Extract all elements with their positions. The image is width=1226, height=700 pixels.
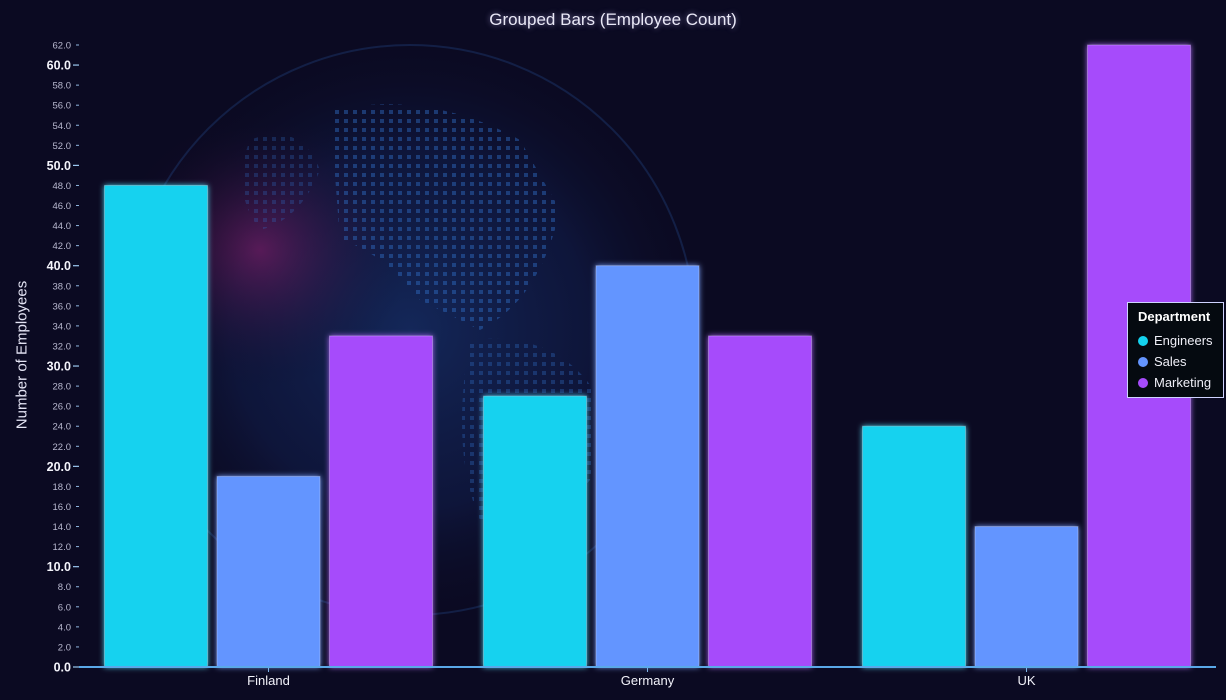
bar-engineers-uk <box>862 425 966 668</box>
legend-swatch-sales <box>1138 356 1148 367</box>
legend-swatch-marketing <box>1138 377 1148 388</box>
x-axis: Finland Germany UK <box>79 666 1216 688</box>
y-minor-tick-label: 34.0 <box>53 321 72 332</box>
y-minor-tick-label: 38.0 <box>53 281 72 292</box>
y-tick-label: 20.0 <box>47 460 71 474</box>
y-minor-tick-label: 44.0 <box>53 221 72 232</box>
y-minor-tick-label: 48.0 <box>53 181 72 192</box>
bar-sales-germany <box>595 265 700 668</box>
bar-engineers-finland <box>104 184 208 668</box>
y-tick-label: 30.0 <box>47 360 71 374</box>
bar-marketing-finland <box>329 335 433 668</box>
x-tick-label: UK <box>1017 673 1035 688</box>
y-tick-label: 40.0 <box>47 259 71 273</box>
x-tick-label: Finland <box>247 673 290 688</box>
legend-title: Department <box>1138 309 1211 324</box>
y-minor-tick-label: 22.0 <box>53 442 72 453</box>
y-tick-label: 0.0 <box>54 661 71 675</box>
legend-label: Sales <box>1154 354 1187 369</box>
y-minor-tick-label: 14.0 <box>53 522 72 533</box>
legend-item-marketing[interactable]: Marketing <box>1138 372 1215 393</box>
y-minor-tick-label: 12.0 <box>53 542 72 553</box>
y-axis: 0.0 10.0 20.0 30.0 40.0 50.0 60.0 2.0 4.0 6.0 8.0 1… <box>47 41 80 675</box>
y-tick-label: 50.0 <box>47 159 71 173</box>
y-minor-tick-label: 32.0 <box>53 341 72 352</box>
y-minor-tick-label: 4.0 <box>58 622 71 633</box>
y-minor-tick-label: 62.0 <box>53 41 72 52</box>
legend-item-sales[interactable]: Sales <box>1138 351 1215 372</box>
y-minor-tick-label: 18.0 <box>53 482 72 493</box>
y-minor-tick-label: 28.0 <box>53 382 72 393</box>
legend-swatch-engineers <box>1138 335 1148 346</box>
legend: Department Engineers Sales Marketing <box>1127 302 1224 398</box>
legend-label: Marketing <box>1154 375 1212 390</box>
y-minor-tick-label: 56.0 <box>53 101 72 112</box>
y-minor-tick-label: 52.0 <box>53 141 72 152</box>
y-minor-tick-label: 54.0 <box>53 121 72 132</box>
bar-marketing-germany <box>708 335 812 668</box>
y-minor-tick-label: 16.0 <box>53 502 72 513</box>
y-tick-label: 10.0 <box>47 560 71 574</box>
y-minor-tick-label: 26.0 <box>53 402 72 413</box>
bar-engineers-germany <box>483 395 587 668</box>
bar-sales-uk <box>974 526 1079 668</box>
y-minor-tick-label: 36.0 <box>53 301 72 312</box>
y-axis-label: Number of Employees <box>13 280 31 430</box>
y-minor-tick-label: 8.0 <box>58 582 71 593</box>
y-minor-tick-label: 2.0 <box>58 642 71 653</box>
x-tick-label: Germany <box>621 673 675 688</box>
legend-label: Engineers <box>1154 333 1213 348</box>
chart-title: Grouped Bars (Employee Count) <box>489 10 737 29</box>
y-minor-tick-label: 24.0 <box>53 422 72 433</box>
bars-layer <box>104 44 1191 668</box>
y-minor-tick-label: 42.0 <box>53 241 72 252</box>
legend-item-engineers[interactable]: Engineers <box>1138 330 1215 351</box>
bar-sales-finland <box>216 475 321 668</box>
y-tick-label: 60.0 <box>47 59 71 73</box>
y-minor-tick-label: 46.0 <box>53 201 72 212</box>
y-minor-tick-label: 6.0 <box>58 602 71 613</box>
y-minor-tick-label: 58.0 <box>53 81 72 92</box>
